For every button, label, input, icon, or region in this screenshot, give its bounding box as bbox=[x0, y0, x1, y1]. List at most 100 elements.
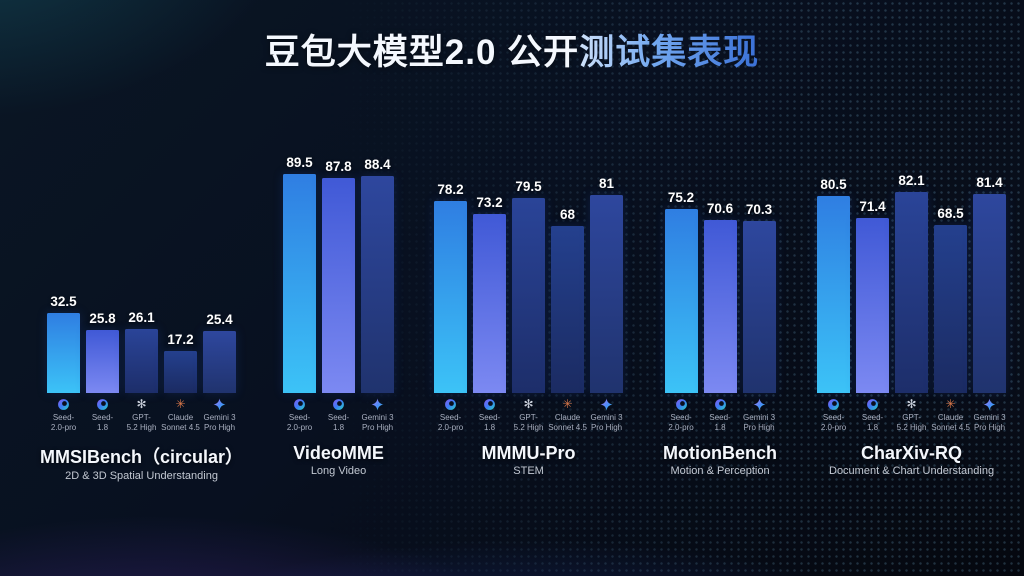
bar-column: 68 bbox=[551, 148, 585, 393]
benchmark-group: 75.2 70.6 70.3 Seed- 2.0-pro Seed- 1.8 Gemini 3… bbox=[663, 148, 777, 477]
seed-icon bbox=[866, 397, 879, 411]
benchmark-subtitle: Document & Chart Understanding bbox=[829, 464, 995, 477]
benchmark-title: VideoMME bbox=[293, 442, 384, 463]
model-name: Seed- 2.0-pro bbox=[50, 413, 77, 433]
bar bbox=[973, 194, 1007, 393]
bar-value-label: 25.4 bbox=[206, 312, 233, 327]
model-legend-row: Seed- 2.0-pro Seed- 1.8 ✻ GPT- 5.2 High ✳ Claude… bbox=[434, 397, 623, 434]
benchmark-subtitle: Motion & Perception bbox=[670, 464, 770, 477]
bar bbox=[512, 198, 546, 393]
model-label: Seed- 2.0-pro bbox=[434, 397, 467, 434]
bar-column: 26.1 bbox=[125, 148, 159, 393]
bar bbox=[164, 351, 198, 393]
bar-value-label: 73.2 bbox=[476, 195, 503, 210]
bar-value-label: 78.2 bbox=[437, 182, 464, 197]
claude-icon: ✳ bbox=[562, 396, 573, 411]
bar-column: 25.8 bbox=[86, 148, 120, 393]
bar bbox=[473, 214, 507, 393]
model-label: Seed- 1.8 bbox=[322, 397, 355, 434]
seed-icon bbox=[483, 397, 496, 411]
bar bbox=[361, 176, 395, 393]
seed-icon bbox=[293, 397, 306, 411]
bar-column: 79.5 bbox=[512, 148, 546, 393]
model-legend-row: Seed- 2.0-pro Seed- 1.8 Gemini 3 Pro High bbox=[283, 397, 394, 434]
bar bbox=[895, 192, 929, 393]
seed-icon bbox=[827, 397, 840, 411]
model-label: Gemini 3 Pro High bbox=[590, 397, 623, 434]
bar-area: 89.5 87.8 88.4 bbox=[283, 148, 395, 393]
model-label: Gemini 3 Pro High bbox=[361, 397, 394, 434]
bar-value-label: 68 bbox=[560, 207, 576, 222]
bar-value-label: 89.5 bbox=[286, 155, 313, 170]
bar-value-label: 79.5 bbox=[515, 179, 542, 194]
gemini-icon bbox=[213, 397, 226, 411]
bar-column: 89.5 bbox=[283, 148, 317, 393]
model-label: Seed- 1.8 bbox=[704, 397, 737, 434]
bar-value-label: 26.1 bbox=[128, 310, 155, 325]
bar-column: 73.2 bbox=[473, 148, 507, 393]
benchmark-group: 32.5 25.8 26.1 17.2 25.4 Seed- 2.0-pro Seed- 1.8… bbox=[40, 148, 243, 482]
model-name: Gemini 3 Pro High bbox=[203, 413, 236, 433]
page-title-blue-part: 测试集表现 bbox=[579, 33, 760, 72]
seed-icon bbox=[444, 397, 457, 411]
bar-value-label: 75.2 bbox=[667, 190, 695, 205]
bar-area: 75.2 70.6 70.3 bbox=[664, 148, 776, 393]
model-name: Gemini 3 Pro High bbox=[590, 413, 623, 433]
bar-area: 78.2 73.2 79.5 68 81 bbox=[434, 148, 624, 393]
bar-column: 87.8 bbox=[322, 148, 356, 393]
bar bbox=[322, 178, 356, 393]
gemini-icon bbox=[983, 397, 996, 411]
bar bbox=[934, 225, 968, 393]
benchmark-group: 78.2 73.2 79.5 68 81 Seed- 2.0-pro Seed- 1.8 ✻ GPT… bbox=[434, 148, 624, 477]
benchmark-title: MMMU-Pro bbox=[481, 442, 576, 463]
model-label: Seed- 1.8 bbox=[856, 397, 889, 434]
gemini-icon bbox=[753, 397, 766, 411]
chart-row: 32.5 25.8 26.1 17.2 25.4 Seed- 2.0-pro Seed- 1.8… bbox=[40, 148, 1007, 482]
bar bbox=[47, 313, 81, 393]
seed-icon bbox=[96, 397, 109, 411]
model-name: Seed- 2.0-pro bbox=[286, 413, 313, 433]
seed-icon bbox=[57, 397, 70, 411]
bar-value-label: 82.1 bbox=[898, 173, 925, 188]
bar bbox=[203, 331, 237, 393]
bar-value-label: 81 bbox=[599, 176, 615, 191]
gemini-icon bbox=[600, 397, 613, 411]
model-name: GPT- 5.2 High bbox=[126, 413, 157, 433]
model-label: Gemini 3 Pro High bbox=[743, 397, 776, 434]
bar-column: 75.2 bbox=[664, 148, 698, 393]
model-label: Seed- 2.0-pro bbox=[817, 397, 850, 434]
model-name: Seed- 2.0-pro bbox=[820, 413, 847, 433]
model-name: GPT- 5.2 High bbox=[513, 413, 544, 433]
bar-value-label: 81.4 bbox=[976, 175, 1003, 190]
model-label: Seed- 1.8 bbox=[86, 397, 119, 434]
seed-icon bbox=[332, 397, 345, 411]
model-legend-row: Seed- 2.0-pro Seed- 1.8 ✻ GPT- 5.2 High ✳ Claude… bbox=[817, 397, 1006, 434]
model-name: Seed- 2.0-pro bbox=[437, 413, 464, 433]
bar-value-label: 17.2 bbox=[167, 332, 194, 347]
claude-icon: ✳ bbox=[945, 396, 956, 411]
bar-column: 81.4 bbox=[973, 148, 1007, 393]
bar-column: 82.1 bbox=[895, 148, 929, 393]
model-label: ✻ GPT- 5.2 High bbox=[125, 397, 158, 434]
gemini-icon bbox=[371, 397, 384, 411]
benchmark-title: CharXiv-RQ bbox=[861, 442, 963, 463]
model-name: Gemini 3 Pro High bbox=[973, 413, 1006, 433]
model-name: GPT- 5.2 High bbox=[896, 413, 927, 433]
model-label: Seed- 2.0-pro bbox=[283, 397, 316, 434]
model-label: Gemini 3 Pro High bbox=[203, 397, 236, 434]
bar-value-label: 25.8 bbox=[89, 311, 116, 326]
bar-column: 25.4 bbox=[203, 148, 237, 393]
seed-icon bbox=[714, 397, 727, 411]
bar-area: 32.5 25.8 26.1 17.2 25.4 bbox=[47, 148, 237, 393]
model-name: Seed- 1.8 bbox=[709, 413, 731, 433]
bar-column: 70.6 bbox=[703, 148, 737, 393]
benchmark-subtitle: 2D & 3D Spatial Understanding bbox=[65, 469, 218, 482]
bar-value-label: 80.5 bbox=[820, 177, 847, 192]
model-label: ✻ GPT- 5.2 High bbox=[895, 397, 928, 434]
model-label: Seed- 1.8 bbox=[473, 397, 506, 434]
benchmark-title: MMSIBench（circular） bbox=[40, 446, 244, 467]
benchmark-subtitle: STEM bbox=[513, 464, 544, 477]
gpt-icon: ✻ bbox=[523, 396, 534, 411]
bar bbox=[817, 196, 851, 393]
